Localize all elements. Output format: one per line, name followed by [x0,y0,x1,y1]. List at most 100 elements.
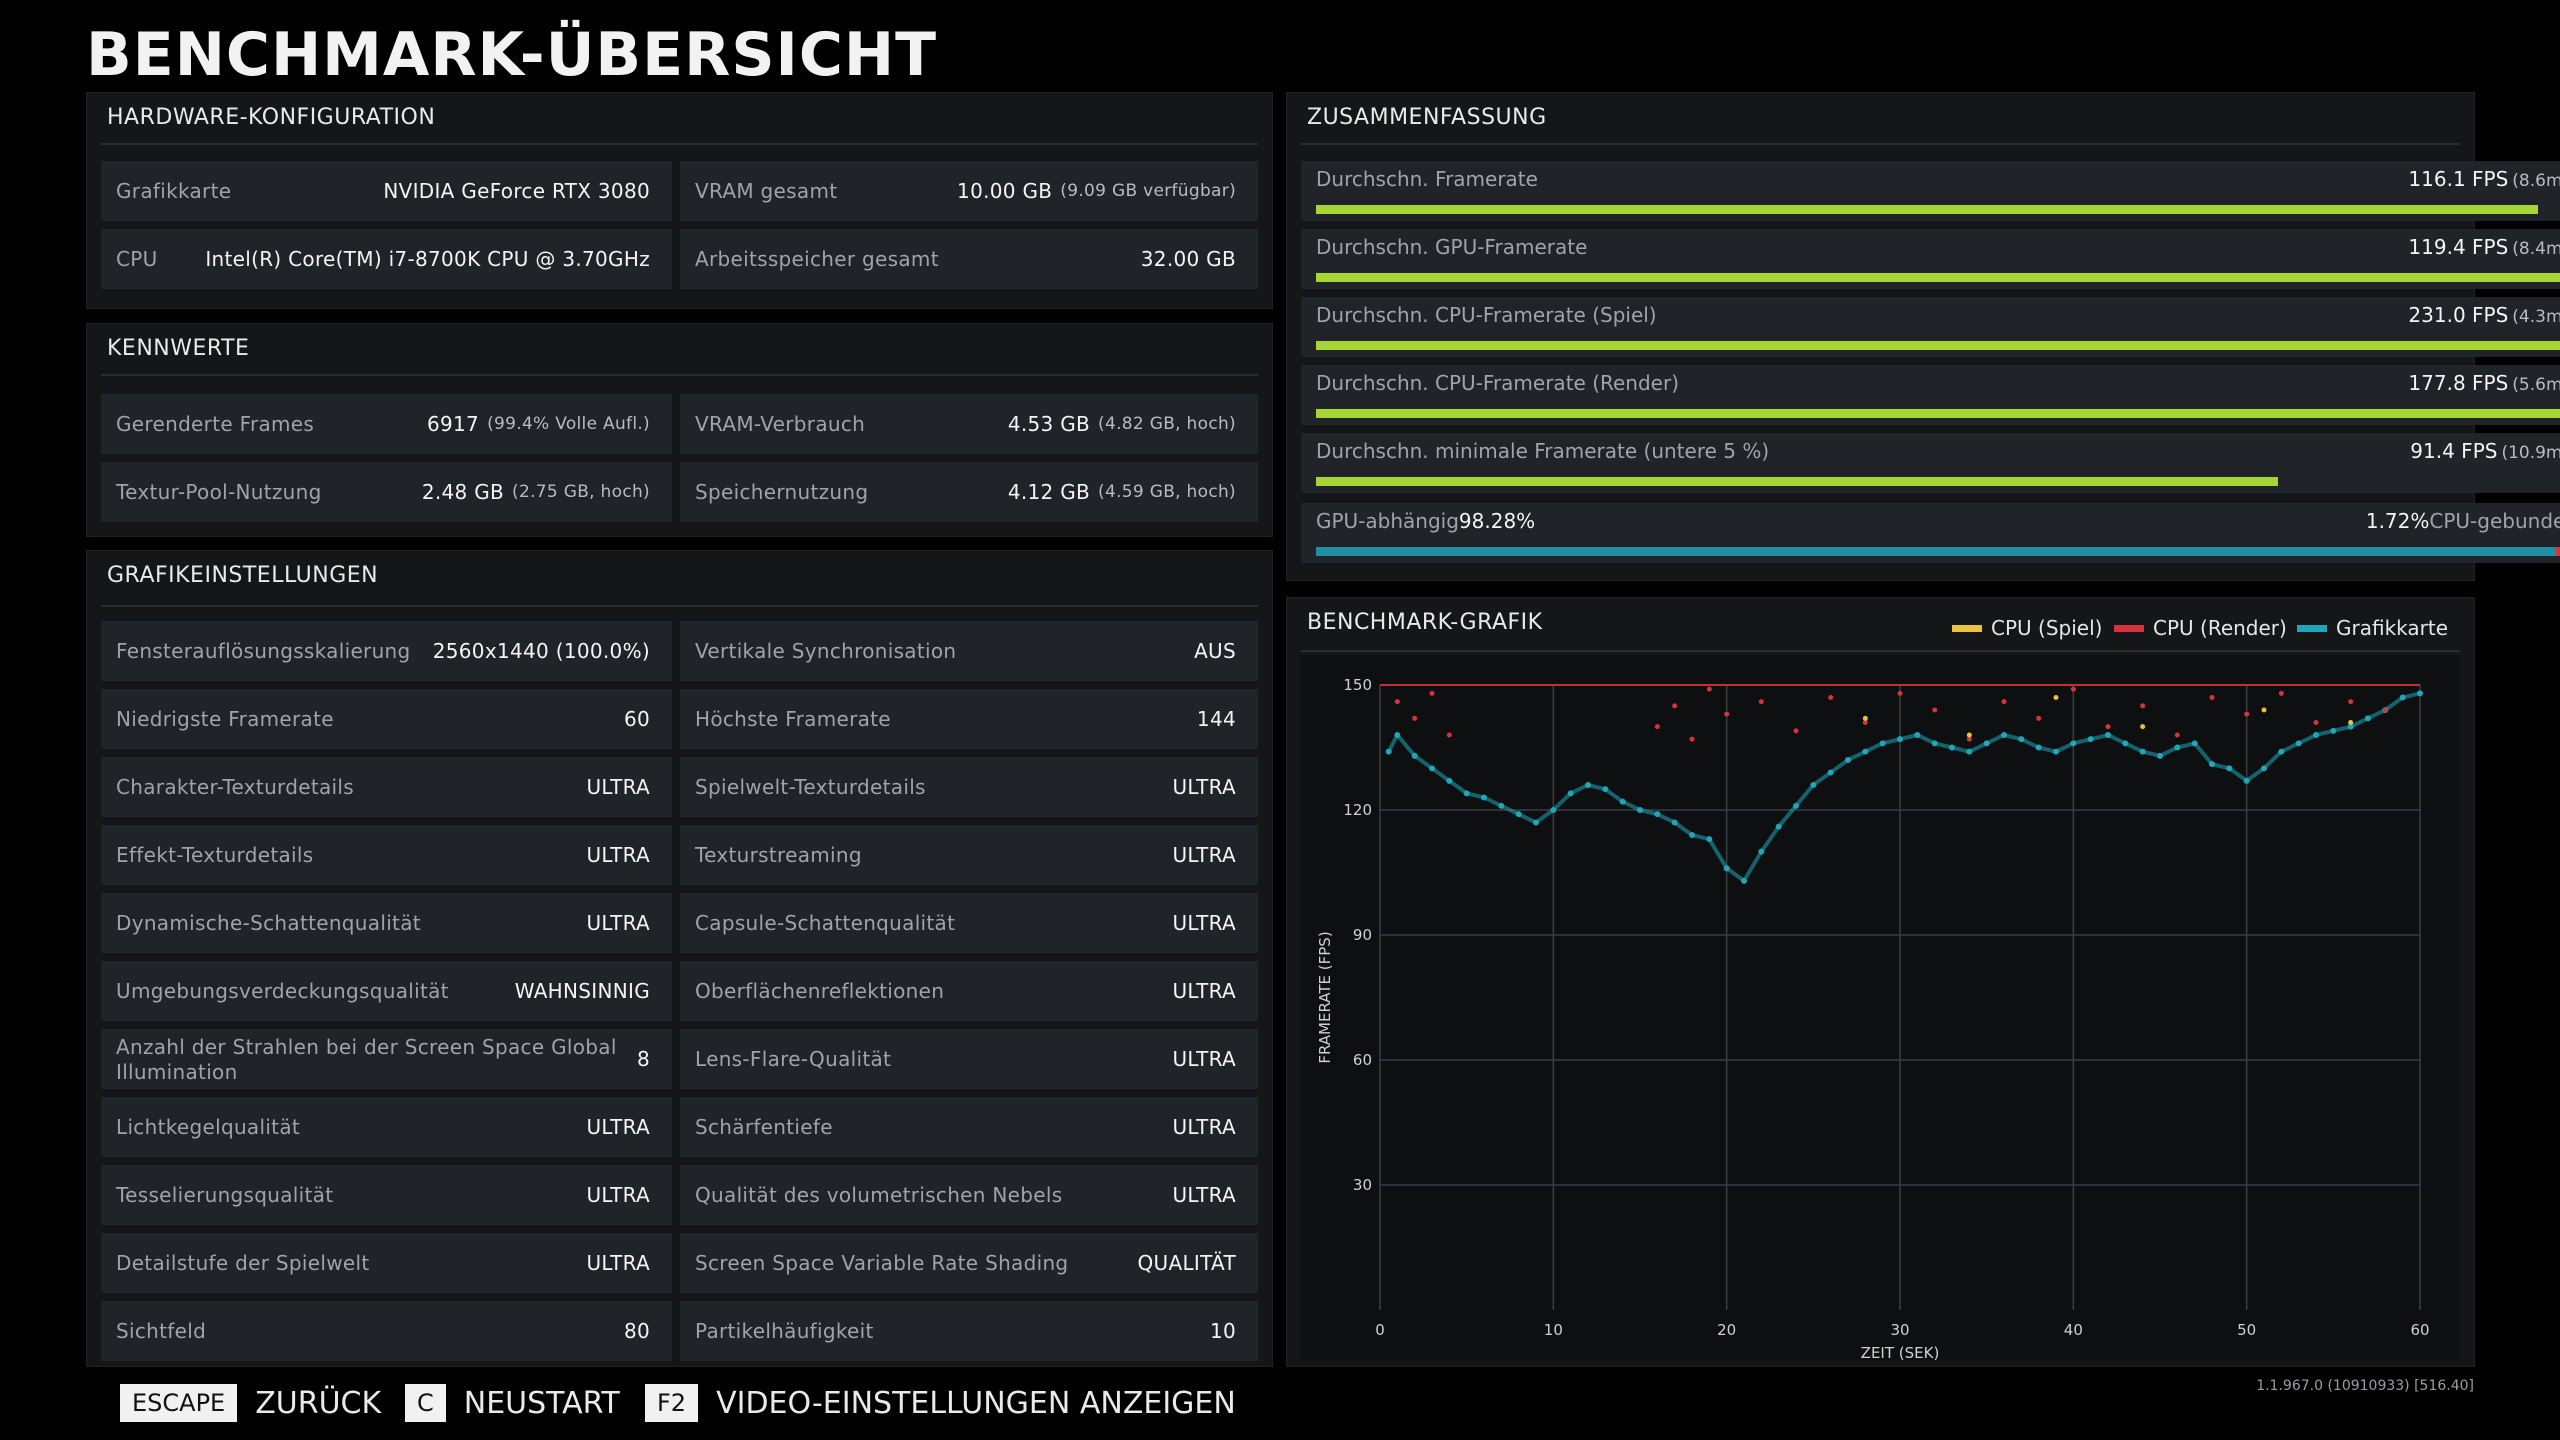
footer-escape[interactable]: ESCAPE ZURÜCK [120,1383,381,1423]
divider [1301,650,2460,652]
summary-bar [1316,341,2560,350]
setting-value: ULTRA [586,775,650,799]
setting-cell: Umgebungsverdeckungsqualität WAHNSINNIG [101,961,672,1021]
divider [101,374,1258,376]
data-point [2053,695,2059,700]
data-point [2140,703,2146,709]
data-point [1446,732,1452,738]
setting-value: 60 [623,707,650,731]
summary-title: ZUSAMMENFASSUNG [1307,105,1547,130]
setting-value: ULTRA [1172,843,1236,867]
y-tick-label: 90 [1353,926,1372,944]
setting-cell: Niedrigste Framerate 60 [101,689,672,749]
hardware-panel: HARDWARE-KONFIGURATION Grafikkarte NVIDI… [86,92,1273,309]
setting-value: ULTRA [1172,1115,1236,1139]
data-point [1828,695,1834,700]
y-tick-label: 60 [1353,1051,1372,1069]
setting-label: Sichtfeld [116,1319,207,1343]
legend-cpu-spiel: CPU (Spiel) [1952,616,2102,640]
x-tick-label: 0 [1375,1321,1385,1339]
summary-value: 231.0 FPS(4.3ms) [2408,303,2560,327]
legend-cpu-render: CPU (Render) [2114,616,2287,640]
gpu-trend-line [1386,691,2421,884]
setting-cell: Spielwelt-Texturdetails ULTRA [680,757,1258,817]
kw-vram-value: 4.53 GB (4.82 GB, hoch) [1007,412,1236,436]
c-key[interactable]: C [405,1384,446,1422]
y-tick-label: 30 [1353,1176,1372,1194]
data-point [1429,690,1435,696]
setting-cell: Lichtkegelqualität ULTRA [101,1097,672,1157]
setting-label: Spielwelt-Texturdetails [695,775,926,799]
x-tick-label: 30 [1890,1321,1909,1339]
data-point [2348,699,2354,705]
benchmark-chart: 0 10 20 30 40 50 60 30 60 90 120 150 ZEIT (SEK) FRAME… [1300,655,2460,1360]
summary-bar [1316,273,2560,282]
setting-value: WAHNSINNIG [514,979,650,1003]
setting-label: Effekt-Texturdetails [116,843,314,867]
summary-row: Durchschn. GPU-Framerate 119.4 FPS(8.4ms) [1301,229,2560,289]
hw-vram-label: VRAM gesamt [695,179,838,203]
setting-label: Schärfentiefe [695,1115,833,1139]
hw-cell-ram: Arbeitsspeicher gesamt 32.00 GB [680,229,1258,289]
kw-cell-texpool: Textur-Pool-Nutzung 2.48 GB (2.75 GB, hoc… [101,462,672,522]
data-point [1724,711,1730,717]
footer-restart[interactable]: C NEUSTART [405,1383,620,1423]
data-point [2278,690,2284,696]
data-point [1758,699,1764,705]
setting-cell: Lens-Flare-Qualität ULTRA [680,1029,1258,1089]
escape-key[interactable]: ESCAPE [120,1384,238,1422]
back-label[interactable]: ZURÜCK [255,1385,382,1421]
setting-cell: Texturstreaming ULTRA [680,825,1258,885]
setting-cell: Oberflächenreflektionen ULTRA [680,961,1258,1021]
x-tick-label: 20 [1717,1321,1736,1339]
restart-label[interactable]: NEUSTART [463,1385,620,1421]
setting-label: Screen Space Variable Rate Shading [695,1251,1069,1275]
x-tick-label: 10 [1544,1321,1563,1339]
divider [101,605,1258,607]
data-point [2070,686,2076,692]
setting-value: ULTRA [586,1251,650,1275]
setting-value: ULTRA [1172,1183,1236,1207]
y-tick-label: 120 [1343,801,1372,819]
x-tick-label: 40 [2064,1321,2083,1339]
setting-label: Dynamische-Schattenqualität [116,911,421,935]
kw-vram-label: VRAM-Verbrauch [695,412,866,436]
data-point [2036,715,2042,721]
hw-cell-vram: VRAM gesamt 10.00 GB (9.09 GB verfügbar) [680,161,1258,221]
setting-cell: Qualität des volumetrischen Nebels ULTRA [680,1165,1258,1225]
footer-video-settings[interactable]: F2 VIDEO-EINSTELLUNGEN ANZEIGEN [645,1383,1236,1423]
summary-row: Durchschn. CPU-Framerate (Spiel) 231.0 FP… [1301,297,2560,357]
f2-key[interactable]: F2 [645,1384,699,1422]
page-title: BENCHMARK-ÜBERSICHT [86,20,938,90]
grafik-title: GRAFIKEINSTELLUNGEN [107,563,379,588]
setting-label: Umgebungsverdeckungsqualität [116,979,449,1003]
summary-label: Durchschn. GPU-Framerate [1316,235,1588,259]
setting-value: ULTRA [1172,979,1236,1003]
setting-cell: Effekt-Texturdetails ULTRA [101,825,672,885]
video-settings-label[interactable]: VIDEO-EINSTELLUNGEN ANZEIGEN [716,1385,1236,1421]
summary-value: 119.4 FPS(8.4ms) [2408,235,2560,259]
legend-grafikkarte: Grafikkarte [2297,616,2448,640]
setting-label: Texturstreaming [695,843,862,867]
data-point [1793,728,1799,734]
divider [1301,143,2460,145]
summary-bar [1316,477,2278,486]
data-point [1672,703,1678,709]
kw-texpool-value: 2.48 GB (2.75 GB, hoch) [421,480,650,504]
kw-cell-mem: Speichernutzung 4.12 GB (4.59 GB, hoch) [680,462,1258,522]
data-point [2244,711,2250,717]
setting-label: Höchste Framerate [695,707,891,731]
hw-vram-value: 10.00 GB (9.09 GB verfügbar) [957,179,1236,203]
gpu-cpu-split-row: GPU-abhängig98.28% 1.72%CPU-gebunden [1301,503,2560,563]
setting-value: 8 [636,1047,650,1071]
summary-row: Durchschn. minimale Framerate (untere 5 … [1301,433,2560,493]
hw-gpu-value: NVIDIA GeForce RTX 3080 [383,179,650,203]
hw-ram-value: 32.00 GB [1140,247,1236,271]
data-point [1966,736,1972,742]
setting-value: ULTRA [1172,1047,1236,1071]
setting-cell: Capsule-Schattenqualität ULTRA [680,893,1258,953]
setting-value: 10 [1209,1319,1236,1343]
split-bar [1316,547,2560,556]
hw-cpu-label: CPU [116,247,158,271]
split-bar-cpu [2556,547,2560,556]
